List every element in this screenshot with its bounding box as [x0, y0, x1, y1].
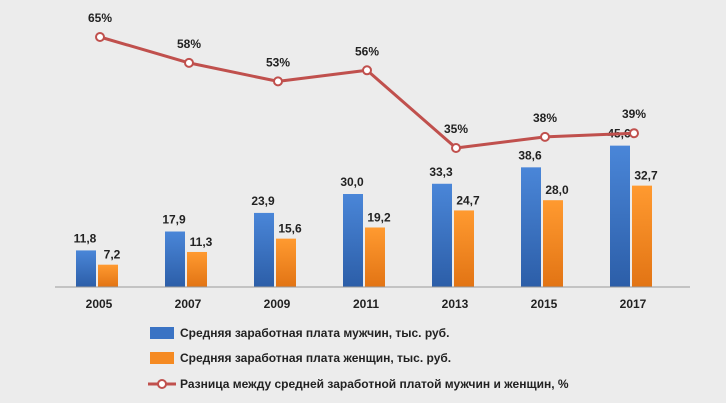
- data-label-women-2017: 32,7: [634, 169, 658, 183]
- legend-swatch-men: [150, 327, 174, 339]
- gap-point-2007: [184, 57, 194, 68]
- bar-women-2017: [632, 185, 652, 287]
- x-tick-label-2011: 2011: [353, 297, 379, 311]
- data-label-women-2005: 7,2: [104, 248, 121, 262]
- data-label-women-2007: 11,3: [190, 235, 213, 249]
- gap-label-2005: 65%: [88, 11, 112, 25]
- data-label-men-2007: 17,9: [162, 213, 186, 227]
- data-label-men-2009: 23,9: [251, 194, 275, 208]
- bar-men-2005: [76, 250, 96, 287]
- bar-women-2015: [543, 200, 563, 287]
- gap-point-2017: [629, 128, 639, 139]
- data-label-women-2013: 24,7: [456, 193, 480, 207]
- gap-point-2005: [95, 32, 105, 42]
- data-label-men-2013: 33,3: [429, 165, 453, 179]
- gap-label-2009: 53%: [266, 55, 290, 69]
- x-tick-label-2015: 2015: [531, 297, 558, 311]
- bar-women-2009: [276, 238, 296, 287]
- bar-men-2007: [165, 231, 185, 287]
- bar-men-2011: [343, 194, 363, 287]
- bar-women-2005: [98, 264, 118, 287]
- gap-point-2011: [362, 65, 372, 76]
- gap-label-2007: 58%: [177, 37, 201, 51]
- bars-layer: 11,8 7,2 17,9 11,3 23,915,6 30,0 19,2 33,324,7 3…: [74, 127, 658, 287]
- legend-label-men: Средняя заработная плата мужчин, тыс. ру…: [180, 326, 449, 340]
- gap-label-2013: 35%: [444, 122, 468, 136]
- x-tick-label-2005: 2005: [86, 297, 113, 311]
- bar-men-2017: [610, 145, 630, 287]
- bar-women-2011: [365, 227, 385, 287]
- gap-label-2017: 39%: [622, 107, 646, 121]
- x-tick-label-2017: 2017: [620, 297, 647, 311]
- x-axis: 2005 2007 2009 2011 2013 2015 2017: [55, 286, 690, 311]
- legend-label-gap: Разница между средней заработной платой …: [180, 377, 569, 391]
- x-tick-label-2013: 2013: [442, 297, 469, 311]
- data-label-women-2011: 19,2: [367, 210, 391, 224]
- data-label-women-2009: 15,6: [278, 222, 302, 236]
- bar-men-2015: [521, 167, 541, 287]
- x-tick-label-2007: 2007: [175, 297, 202, 311]
- legend-marker-gap: [157, 379, 167, 389]
- data-label-men-2011: 30,0: [340, 175, 364, 189]
- gap-point-2009: [273, 76, 283, 87]
- legend-swatch-women: [150, 352, 174, 364]
- x-tick-label-2009: 2009: [264, 297, 291, 311]
- legend-label-women: Средняя заработная плата женщин, тыс. ру…: [180, 351, 451, 365]
- gap-point-2013: [451, 143, 461, 153]
- gap-point-2015: [540, 131, 550, 142]
- gap-line-layer: 65% 58% 53% 56% 35% 38% 39%: [88, 11, 646, 153]
- legend: Средняя заработная плата мужчин, тыс. ру…: [148, 326, 569, 391]
- gap-label-2015: 38%: [533, 111, 557, 125]
- bar-women-2007: [187, 251, 207, 287]
- data-label-men-2015: 38,6: [518, 148, 542, 162]
- data-label-men-2005: 11,8: [74, 231, 97, 245]
- bar-women-2013: [454, 210, 474, 287]
- bar-men-2013: [432, 183, 452, 287]
- gap-label-2011: 56%: [355, 44, 379, 58]
- bar-men-2009: [254, 212, 274, 287]
- data-label-women-2015: 28,0: [545, 183, 569, 197]
